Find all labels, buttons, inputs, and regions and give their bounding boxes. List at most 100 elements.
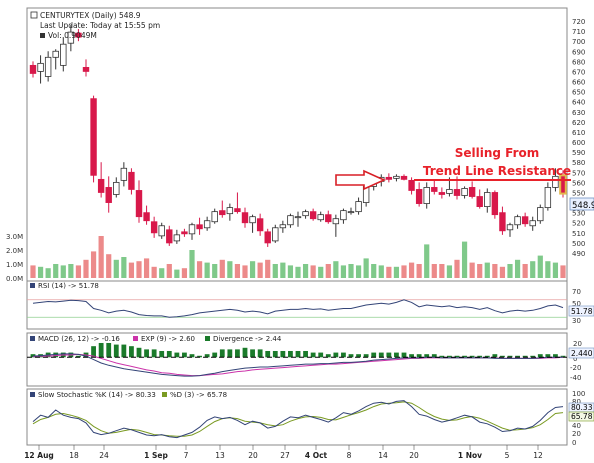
volume-bar [83,259,89,278]
volume-bar [348,264,354,278]
candle-body [468,187,476,197]
volume-bar [204,262,210,278]
exp-label: EXP (9) -> 2.60 [141,335,195,343]
date-tick-label: 12 [533,451,543,460]
price-tick-label: 530 [572,210,585,218]
volume-bar [113,259,119,278]
candle-body [279,224,287,229]
candle-body [135,190,143,218]
macd-tick-neg40: -40 [570,374,581,382]
divergence-bar [189,354,195,358]
volume-bar [507,264,513,278]
macd-tick-20: 20 [573,340,582,348]
divergence-bar [401,352,407,358]
divergence-legend-icon [205,336,210,341]
divergence-bar [272,350,278,358]
volume-bar [272,264,278,278]
rsi-level-30: 30 [572,317,581,325]
header-checkbox-icon[interactable] [30,11,38,19]
volume-bar [249,261,256,278]
price-tick-label: 640 [572,99,585,107]
price-tick-label: 680 [572,58,585,66]
volume-bar [310,265,316,278]
candle-body [166,229,173,244]
rsi-line [32,299,564,318]
divergence-bar [409,354,414,358]
candle-body [453,189,461,196]
price-axis: 720 710 700 690 680 670 660 650 640 630 620 610 600 5… [572,18,585,258]
volume-bar [287,265,294,278]
stoch-tick-100: 100 [572,390,585,398]
annotation-line-1: Selling From [455,146,540,160]
volume-bar [492,264,498,278]
price-tick-label: 660 [572,79,585,87]
candle-body [158,225,165,237]
volume-bar [196,261,203,278]
date-axis: 12 Aug 18 24 1 Sep 7 13 20 27 4 Oct 8 14 20 1 Nov 5 12 [24,445,543,460]
volume-bar [393,266,400,278]
volume-tick-label: 0.0M [6,275,23,283]
stoch-tick-0: 0 [572,439,576,447]
candle-body [120,167,128,181]
macd-indicator [27,342,567,377]
divergence-bar [553,354,558,358]
date-tick-label: 24 [99,451,109,460]
stoch-d-line [32,401,564,437]
annotation-line-2: Trend Line Resistance [423,164,571,178]
divergence-bar [560,355,566,358]
macd-tick-0: 0 [573,355,577,363]
volume-bar [424,244,430,278]
divergence-bar [303,350,308,358]
rsi-panel-frame [26,280,568,330]
date-tick-label: 20 [248,451,258,460]
divergence-bar [507,355,513,358]
stoch-d-value: 65.78 [571,412,593,421]
date-tick-label: 14 [378,451,388,460]
candle-body [559,174,567,195]
divergence-bar [371,352,377,358]
volume-bar [151,266,157,278]
candle-body [393,175,400,179]
volume-bar [128,262,135,278]
volume-bar [68,264,74,278]
volume-bar [401,265,407,278]
divergence-bar [477,355,483,358]
divergence-bar [242,347,248,358]
date-tick-label: 12 Aug [24,451,54,460]
divergence-bar [454,355,460,358]
volume-bar [212,264,218,278]
volume-bar [37,266,44,278]
macd-value: 2.440 [571,349,593,358]
candle-body [105,187,112,203]
volume-bar [552,262,559,278]
candle-body [249,216,256,224]
price-tick-label: 500 [572,240,585,248]
price-tick-label: 580 [572,159,585,167]
macd-label: MACD (26, 12) -> -0.16 [38,335,120,343]
price-tick-label: 520 [572,220,585,228]
price-tick-label: 550 [572,189,585,197]
divergence-bar [318,352,324,358]
candle-body [37,62,44,72]
divergence-bar [219,349,225,358]
volume-bar [121,257,127,278]
price-tick-label: 570 [572,169,585,177]
candle-body [408,179,415,191]
date-tick-label: 13 [215,451,225,460]
price-tick-label: 700 [572,38,585,46]
candle-body [143,212,150,222]
volume-bar [537,255,543,278]
rsi-value-tag [568,305,594,317]
candle-body [431,187,438,192]
volume-bar [514,259,521,278]
rsi-level-70: 70 [572,288,581,296]
divergence-bar [295,350,301,358]
candle-body [52,50,59,58]
candle-body [347,211,355,214]
divergence-bar [288,350,293,358]
price-tick-label: 670 [572,68,585,76]
volume-bar [234,264,241,278]
candle-body [317,214,324,221]
exp-legend-icon [133,336,138,341]
